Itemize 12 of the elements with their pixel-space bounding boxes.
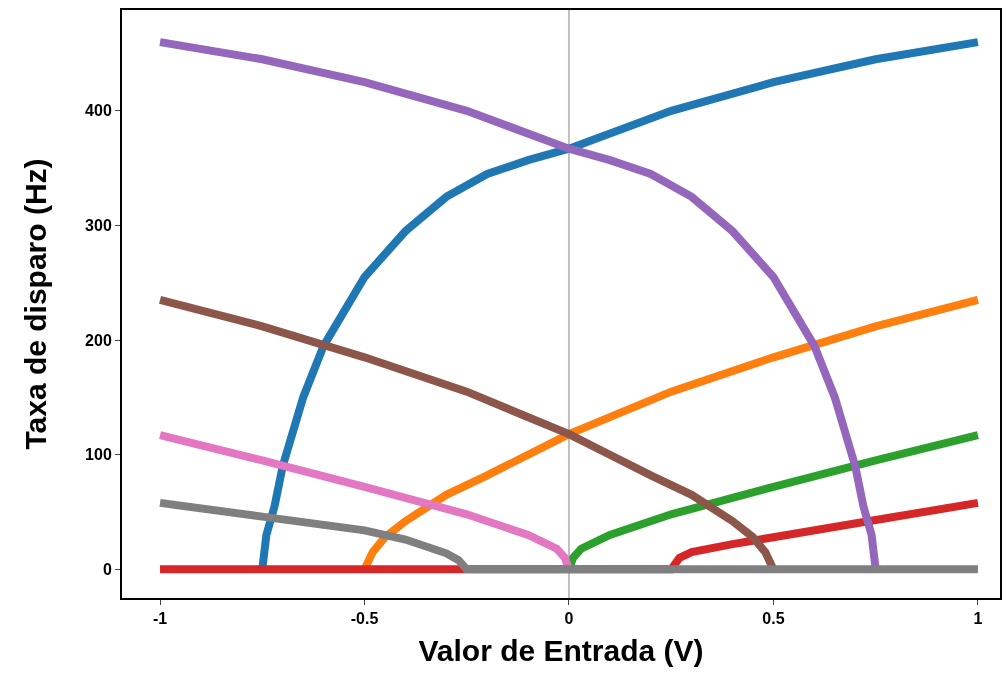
y-tick-label: 200	[85, 331, 112, 349]
x-tick-label: 0	[564, 610, 574, 628]
y-tick-label: 300	[85, 217, 112, 235]
y-tick-label: 100	[85, 446, 112, 464]
y-tick-label: 400	[85, 102, 112, 120]
x-tick-label: -1	[152, 610, 168, 628]
y-tick-label: 0	[102, 560, 112, 578]
y-axis-title: Taxa de disparo (Hz)	[18, 158, 52, 450]
x-axis-title: Valor de Entrada (V)	[418, 634, 704, 668]
x-tick-label: 1	[973, 610, 983, 628]
x-tick-label: 0.5	[762, 610, 785, 628]
x-tick-label: -0.5	[350, 610, 379, 628]
